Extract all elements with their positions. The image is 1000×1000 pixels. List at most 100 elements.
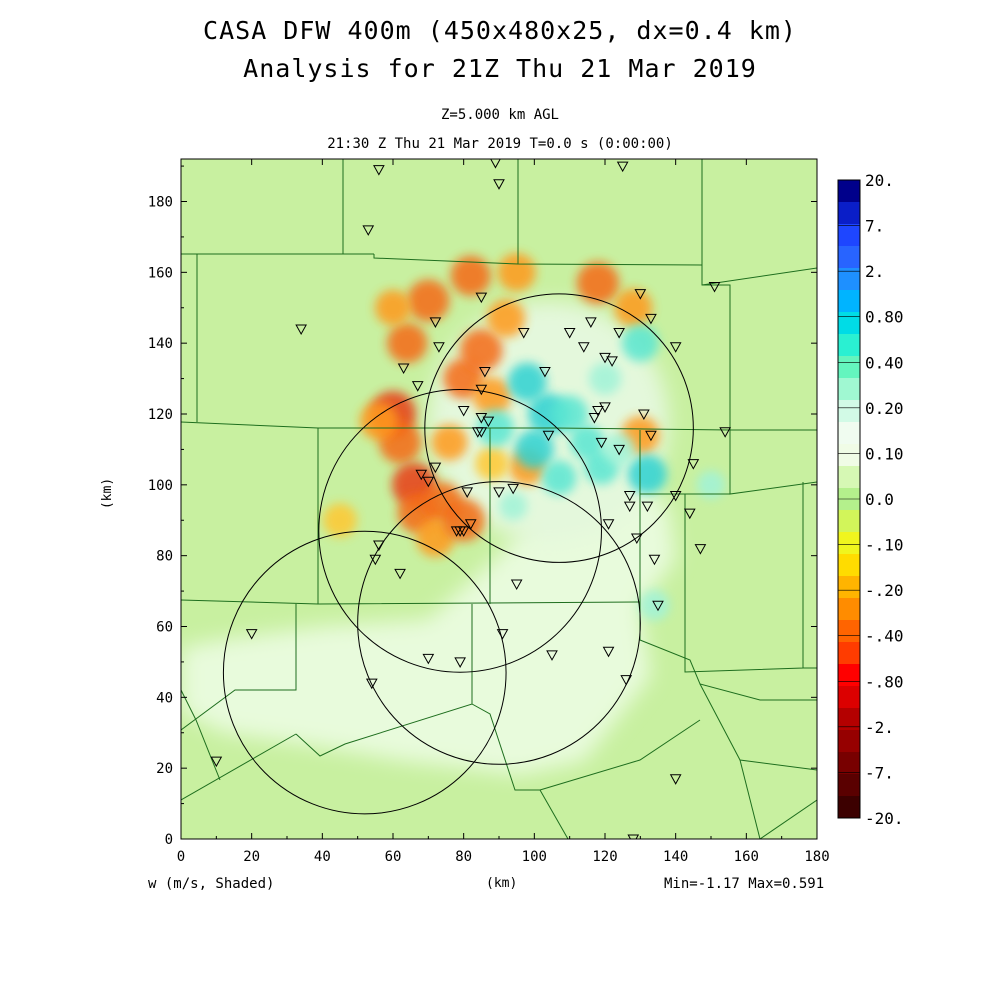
colorbar-label: -7. [865, 763, 894, 782]
radar-coverage-rings [222, 293, 694, 815]
y-tick-label: 20 [156, 761, 173, 777]
colorbar-swatch [838, 774, 860, 797]
colorbar-label: 0.40 [865, 353, 904, 372]
station-marker [652, 600, 664, 612]
station-marker [683, 508, 696, 520]
colorbar-label: -.20 [865, 581, 904, 600]
station-marker [694, 544, 707, 555]
downdraft-cell [460, 329, 503, 372]
colorbar-swatch [838, 246, 860, 269]
downdraft-cell [407, 279, 450, 322]
downdraft-cell [497, 253, 536, 292]
updraft-cell [696, 470, 726, 499]
colorbar-swatch [838, 796, 860, 819]
station-marker [627, 834, 640, 839]
station-marker [411, 381, 424, 392]
station-marker [507, 483, 519, 495]
x-tick-label: 40 [314, 849, 331, 865]
time-subtitle: 21:30 Z Thu 21 Mar 2019 T=0.0 s (0:00:00… [327, 136, 673, 152]
station-marker [620, 675, 633, 686]
updraft-cell [507, 362, 547, 402]
colorbar-swatch [838, 686, 860, 709]
x-tick-label: 160 [734, 849, 759, 865]
min-max-label: Min=-1.17 Max=0.591 [664, 876, 825, 892]
station-marker [490, 159, 501, 169]
downdraft-cell [374, 289, 412, 326]
station-marker [641, 501, 654, 513]
colorbar-label: -.10 [865, 536, 904, 555]
x-tick-label: 120 [592, 849, 617, 865]
station-marker [616, 161, 629, 173]
colorbar-swatch [838, 202, 860, 225]
updraft-cell [541, 460, 577, 496]
near-zero-region [181, 477, 676, 776]
station-marker [669, 490, 682, 502]
downdraft-cell [359, 402, 398, 441]
axes: 0 20 40 60 80 100 120 140 160 180 0 20 40 60 80 100 120 1… [148, 159, 830, 865]
updraft-cell [621, 324, 659, 362]
colorbar-swatch [838, 356, 860, 379]
colorbar-swatch [838, 554, 860, 577]
station-marker [457, 405, 470, 417]
station-marker [295, 324, 307, 336]
colorbar-swatch [838, 444, 860, 467]
colorbar-swatch [838, 466, 860, 489]
station-marker [450, 526, 463, 537]
colorbar-swatch [838, 598, 860, 621]
station-marker [602, 646, 615, 658]
x-axis-label: (km) [486, 876, 518, 891]
y-tick-label: 60 [156, 620, 173, 636]
station-marker [542, 430, 555, 442]
colorbar-label: -20. [865, 809, 904, 828]
colorbar-swatch [838, 224, 860, 247]
station-marker [454, 657, 466, 668]
updraft-cell [551, 395, 589, 433]
level-subtitle: Z=5.000 km AGL [440, 107, 559, 123]
colorbar-swatch [838, 334, 860, 357]
updraft-cell [514, 429, 554, 469]
w-field [181, 253, 726, 776]
chart-title-line1: CASA DFW 400m (450x480x25, dx=0.4 km) [203, 16, 797, 45]
colorbar-swatch [838, 664, 860, 687]
y-tick-label: 160 [148, 265, 173, 281]
station-marker [623, 490, 636, 502]
colorbar-swatch [838, 730, 860, 753]
station-marker [365, 678, 378, 690]
station-marker [369, 554, 382, 566]
downdraft-cell [431, 424, 468, 461]
colorbar-swatch [838, 752, 860, 775]
station-marker [482, 416, 495, 428]
updraft-cell [570, 425, 605, 460]
colorbar-label: 2. [865, 262, 884, 281]
station-markers [210, 159, 731, 839]
station-marker [475, 384, 488, 396]
y-tick-label: 140 [148, 336, 173, 352]
x-tick-label: 80 [455, 849, 472, 865]
x-tick-label: 60 [385, 849, 402, 865]
colorbar-label: -.40 [865, 627, 904, 646]
colorbar-swatch [838, 378, 860, 401]
colorbar-label: 7. [865, 217, 884, 236]
station-marker [648, 554, 661, 566]
station-marker [475, 292, 488, 304]
station-marker [602, 519, 615, 530]
colorbar-label: -.80 [865, 672, 904, 691]
updraft-cell [639, 590, 670, 621]
station-marker [394, 568, 406, 580]
downdraft-cell [472, 377, 512, 416]
station-marker [546, 650, 558, 661]
variable-label: w (m/s, Shaded) [148, 876, 275, 892]
station-marker [493, 487, 505, 498]
station-marker [429, 462, 442, 474]
station-marker [373, 165, 385, 176]
y-tick-label: 100 [148, 478, 173, 494]
station-marker [429, 317, 442, 328]
colorbar-swatch [838, 642, 860, 665]
station-marker [210, 756, 223, 768]
colorbar-label: 0.20 [865, 399, 904, 418]
colorbar-swatch [838, 422, 860, 445]
station-marker [645, 313, 657, 325]
x-tick-label: 20 [243, 849, 260, 865]
radar-ring [222, 530, 507, 815]
